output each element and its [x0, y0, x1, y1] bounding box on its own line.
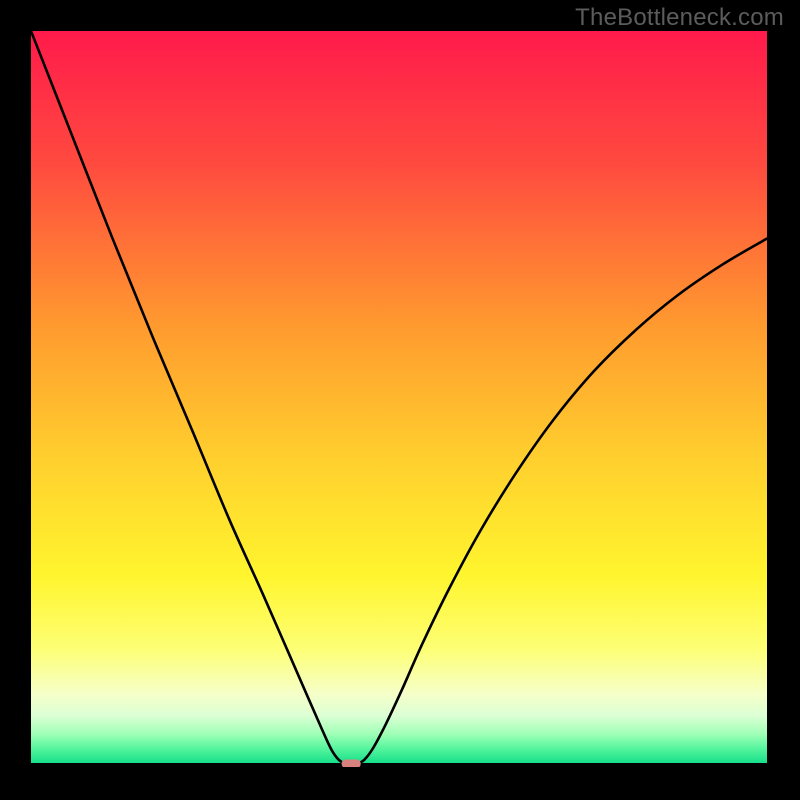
plot-svg — [31, 31, 767, 767]
plot-area — [31, 31, 767, 767]
minimum-marker — [342, 759, 361, 767]
watermark-text: TheBottleneck.com — [575, 4, 784, 32]
chart-stage: TheBottleneck.com — [0, 0, 800, 800]
gradient-background — [31, 31, 767, 767]
